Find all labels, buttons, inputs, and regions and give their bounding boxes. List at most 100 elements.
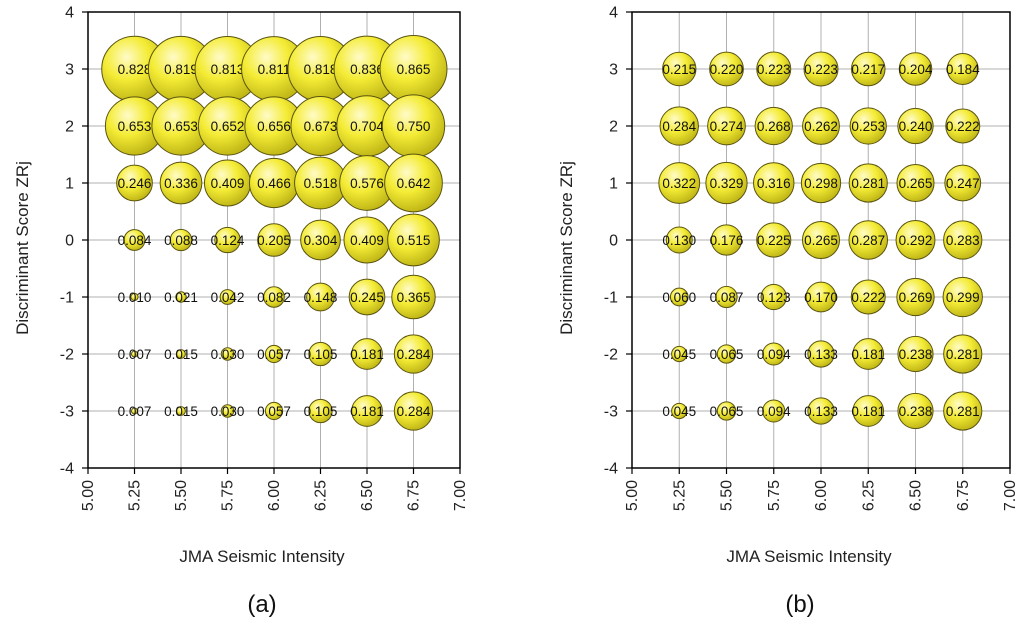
y-tick-label: -3 xyxy=(60,404,74,421)
bubble-mark xyxy=(803,51,839,87)
bubble-value-label: 0.007 xyxy=(118,347,152,362)
bubble-value-label: 0.265 xyxy=(899,176,933,191)
x-tick-label: 5.25 xyxy=(127,480,144,511)
bubble-value-label: 0.220 xyxy=(710,62,744,77)
bubble-value-label: 0.094 xyxy=(757,347,791,362)
bubble-value-label: 0.215 xyxy=(662,62,696,77)
bubble-mark xyxy=(130,350,139,358)
bubble-mark xyxy=(659,106,699,146)
bubble-mark xyxy=(387,213,440,267)
bubble-mark xyxy=(671,402,688,420)
bubble-mark xyxy=(850,279,886,315)
bubble-mark xyxy=(264,401,284,421)
bubble-mark xyxy=(807,340,835,368)
bubble-value-label: 0.268 xyxy=(757,119,791,134)
bubble-value-label: 0.030 xyxy=(211,347,245,362)
bubble-mark xyxy=(716,401,737,421)
bubble-value-label: 0.065 xyxy=(710,404,744,419)
bubble-value-label: 0.673 xyxy=(304,119,338,134)
bubble-value-label: 0.124 xyxy=(211,233,245,248)
bubble-mark xyxy=(762,399,786,423)
bubble-value-label: 0.819 xyxy=(164,62,198,77)
bubble-value-label: 0.225 xyxy=(757,233,791,248)
bubble-value-label: 0.409 xyxy=(211,176,245,191)
bubble-mark xyxy=(800,162,842,204)
bubble-value-label: 0.238 xyxy=(899,404,933,419)
bubble-mark xyxy=(384,153,443,213)
y-axis-title: Discriminant Score ZRj xyxy=(557,161,576,335)
bubble-mark xyxy=(850,51,886,87)
bubble-value-label: 0.082 xyxy=(257,290,291,305)
bubble-value-label: 0.007 xyxy=(118,404,152,419)
bubble-mark xyxy=(946,53,979,85)
bubble-mark xyxy=(130,292,139,302)
bubble-value-label: 0.176 xyxy=(710,233,744,248)
bubble-value-label: 0.704 xyxy=(350,119,384,134)
bubble-value-label: 0.042 xyxy=(211,290,245,305)
bubble-value-label: 0.238 xyxy=(899,347,933,362)
y-tick-label: -1 xyxy=(604,290,618,307)
bubble-mark xyxy=(943,334,983,374)
bubble-value-label: 0.515 xyxy=(397,233,431,248)
bubble-mark xyxy=(760,283,787,311)
bubble-value-label: 0.130 xyxy=(662,233,696,248)
bubble-mark xyxy=(756,51,792,87)
bubble-value-label: 0.253 xyxy=(851,119,885,134)
bubble-value-label: 0.133 xyxy=(804,347,838,362)
bubble-value-label: 0.148 xyxy=(304,290,338,305)
bubble-mark xyxy=(159,161,203,205)
bubble-value-label: 0.240 xyxy=(899,119,933,134)
bubble-value-label: 0.181 xyxy=(851,404,885,419)
bubble-value-label: 0.304 xyxy=(304,233,338,248)
bubble-value-label: 0.087 xyxy=(710,290,744,305)
bubble-mark xyxy=(943,391,983,431)
bubble-mark xyxy=(671,345,688,363)
bubble-mark xyxy=(709,51,744,87)
bubble-mark xyxy=(116,164,153,202)
x-tick-label: 5.25 xyxy=(671,480,688,511)
x-tick-label: 5.50 xyxy=(719,480,736,511)
bubble-value-label: 0.287 xyxy=(851,233,885,248)
bubble-mark xyxy=(351,395,383,427)
bubble-value-label: 0.217 xyxy=(851,62,885,77)
bubble-mark xyxy=(123,229,146,251)
bubble-mark xyxy=(801,220,841,260)
bubble-value-label: 0.222 xyxy=(851,290,885,305)
bubble-value-label: 0.292 xyxy=(899,233,933,248)
bubble-value-label: 0.653 xyxy=(118,119,152,134)
bubble-value-label: 0.045 xyxy=(662,404,696,419)
bubble-value-label: 0.223 xyxy=(804,62,838,77)
bubble-value-label: 0.329 xyxy=(710,176,744,191)
bubble-value-label: 0.105 xyxy=(304,347,338,362)
x-tick-label: 5.75 xyxy=(766,480,783,511)
bubble-value-label: 0.205 xyxy=(257,233,291,248)
bubble-value-label: 0.365 xyxy=(397,290,431,305)
bubble-value-label: 0.133 xyxy=(804,404,838,419)
x-tick-label: 6.00 xyxy=(813,480,830,511)
bubble-value-label: 0.057 xyxy=(257,404,291,419)
y-tick-label: 4 xyxy=(65,5,74,22)
bubble-value-label: 0.336 xyxy=(164,176,198,191)
x-tick-label: 6.75 xyxy=(406,480,423,511)
bubble-mark xyxy=(756,222,792,258)
bubble-mark xyxy=(895,220,936,260)
bubble-mark xyxy=(852,338,885,370)
y-tick-label: -3 xyxy=(604,404,618,421)
bubble-mark xyxy=(169,228,193,252)
bubble-value-label: 0.284 xyxy=(397,347,431,362)
bubble-value-label: 0.281 xyxy=(946,347,980,362)
bubble-value-label: 0.181 xyxy=(350,347,384,362)
bubble-mark xyxy=(942,276,983,318)
bubble-value-label: 0.246 xyxy=(118,176,152,191)
bubble-mark xyxy=(306,282,335,312)
bubble-mark xyxy=(753,162,795,204)
y-tick-label: -1 xyxy=(60,290,74,307)
bubble-mark xyxy=(308,341,333,367)
bubble-mark xyxy=(945,108,981,144)
x-tick-label: 5.50 xyxy=(173,480,190,511)
bubble-mark xyxy=(300,219,341,261)
bubble-value-label: 0.281 xyxy=(946,404,980,419)
bubble-value-label: 0.010 xyxy=(118,290,152,305)
x-tick-label: 6.75 xyxy=(955,480,972,511)
